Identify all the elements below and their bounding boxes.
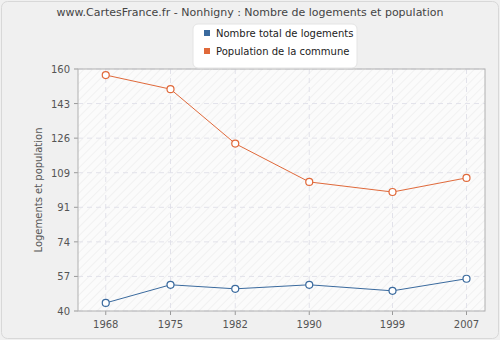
data-point (102, 299, 109, 306)
tick-mark (74, 138, 78, 139)
x-tick-label: 2007 (454, 319, 479, 330)
y-axis-label: Logements et population (33, 127, 44, 252)
data-point (389, 189, 396, 196)
outer-frame (2, 2, 499, 339)
legend-box (193, 24, 357, 68)
series-line (106, 279, 467, 303)
data-point (306, 281, 313, 288)
tick-mark (74, 276, 78, 277)
grid-line (78, 138, 485, 139)
data-point (389, 287, 396, 294)
tick-mark (74, 311, 78, 312)
y-tick-label: 74 (57, 237, 70, 248)
tick-mark (235, 311, 236, 315)
tick-mark (309, 311, 310, 315)
tick-mark (74, 241, 78, 242)
plot-area (78, 69, 485, 311)
grid-line (78, 172, 485, 173)
data-point (463, 275, 470, 282)
legend: Nombre total de logements Population de l… (193, 24, 357, 68)
y-tick-label: 160 (51, 64, 70, 75)
tick-mark (170, 311, 171, 315)
y-tick-label: 57 (57, 271, 70, 282)
grid-line (78, 207, 485, 208)
tick-mark (392, 311, 393, 315)
y-tick-label: 126 (51, 133, 70, 144)
tick-mark (74, 103, 78, 104)
grid-line (105, 69, 106, 311)
x-tick-label: 1990 (297, 319, 322, 330)
legend-swatch (204, 30, 210, 36)
plot-frame (78, 69, 485, 311)
legend-label: Population de la commune (216, 46, 349, 57)
y-tick-label: 143 (51, 99, 70, 110)
data-point (306, 178, 313, 185)
grid-line (78, 241, 485, 242)
data-point (232, 285, 239, 292)
legend-label: Nombre total de logements (216, 28, 353, 39)
tick-mark (74, 207, 78, 208)
background (0, 0, 500, 340)
x-tick-label: 1999 (380, 319, 405, 330)
grid-line (78, 103, 485, 104)
grid-line (235, 69, 236, 311)
grid-line (309, 69, 310, 311)
tick-mark (74, 69, 78, 70)
x-tick-label: 1982 (223, 319, 248, 330)
tick-mark (105, 311, 106, 315)
series-group (102, 72, 470, 307)
x-tick-label: 1968 (93, 319, 118, 330)
y-tick-label: 40 (57, 306, 70, 317)
legend-swatch (204, 48, 210, 54)
data-point (102, 72, 109, 79)
data-point (167, 281, 174, 288)
tick-mark (466, 311, 467, 315)
x-tick-label: 1975 (158, 319, 183, 330)
y-tick-label: 109 (51, 168, 70, 179)
tick-mark (74, 172, 78, 173)
grid-line (78, 276, 485, 277)
title: www.CartesFrance.fr - Nonhigny : Nombre … (57, 6, 444, 19)
series-line (106, 75, 467, 192)
data-point (463, 174, 470, 181)
data-point (232, 140, 239, 147)
grid-line (170, 69, 171, 311)
data-point (167, 86, 174, 93)
y-tick-label: 91 (57, 202, 70, 213)
